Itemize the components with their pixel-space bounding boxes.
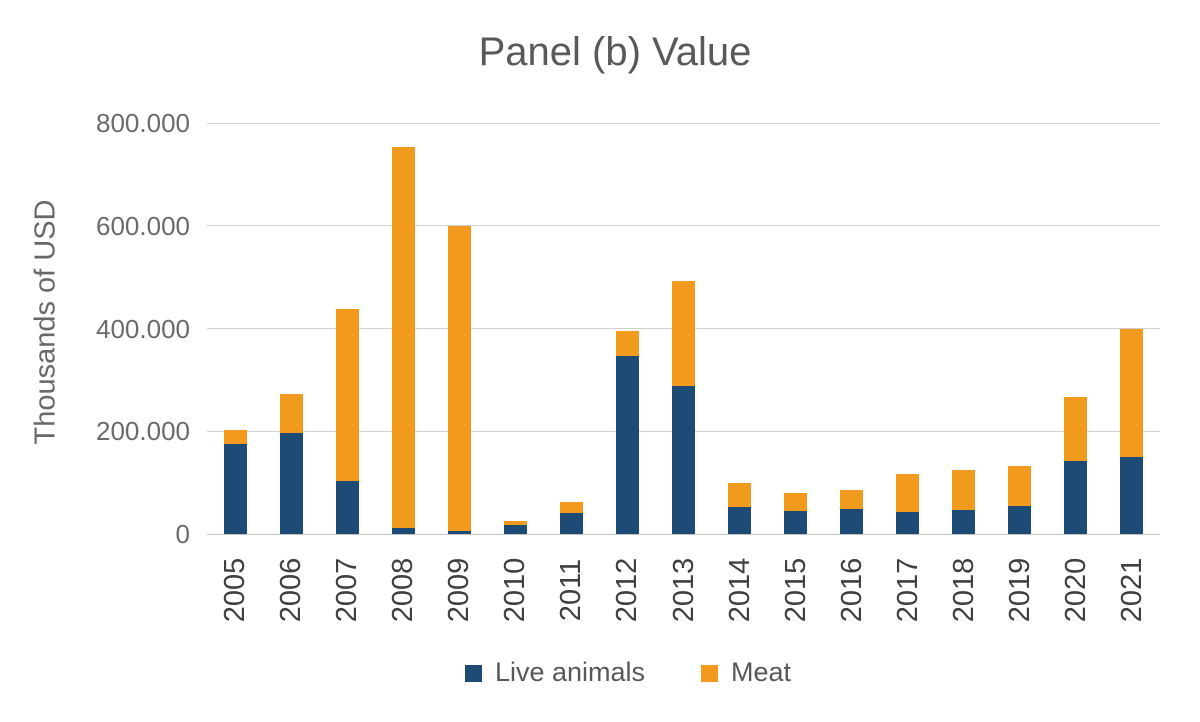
bar-2016	[840, 489, 864, 534]
bar-2015	[784, 492, 808, 534]
x-tick-2007: 2007	[331, 557, 364, 623]
legend: Live animals Meat	[0, 656, 1200, 688]
bar-2008-meat	[391, 146, 415, 528]
bar-2007-live-animals	[335, 480, 359, 534]
bar-2011-live-animals	[559, 512, 583, 534]
bar-2005	[223, 429, 247, 534]
x-tick-2018: 2018	[947, 557, 980, 623]
x-tick-2011: 2011	[555, 558, 588, 622]
bar-2019-live-animals	[1008, 505, 1032, 534]
y-tick-600.000: 600.000	[96, 210, 190, 241]
legend-label-live-animals: Live animals	[494, 657, 646, 687]
x-tick-2009: 2009	[443, 557, 476, 623]
bar-2016-live-animals	[840, 508, 864, 534]
chart-title: Panel (b) Value	[478, 30, 752, 74]
bar-2021-live-animals	[1120, 456, 1144, 534]
bar-2009-live-animals	[447, 531, 471, 534]
y-tick-200.000: 200.000	[96, 416, 190, 447]
bar-2012	[615, 331, 639, 534]
x-tick-2020: 2020	[1059, 557, 1092, 623]
bar-2021-meat	[1120, 328, 1144, 457]
bar-2016-meat	[840, 489, 864, 509]
bar-2007	[335, 308, 359, 534]
bar-2018-meat	[952, 470, 976, 511]
bar-2009-meat	[447, 225, 471, 532]
bar-2018	[952, 470, 976, 534]
bar-2017	[896, 474, 920, 534]
bar-2006	[279, 394, 303, 534]
bar-2008	[391, 146, 415, 534]
bar-2020	[1064, 397, 1088, 534]
gridline-600.000	[207, 225, 1160, 227]
bar-2018-live-animals	[952, 510, 976, 534]
y-tick-400.000: 400.000	[96, 313, 190, 344]
bar-2021	[1120, 328, 1144, 534]
bar-2017-live-animals	[896, 511, 920, 534]
bar-2010	[503, 520, 527, 534]
x-tick-2015: 2015	[779, 557, 812, 623]
x-tick-2008: 2008	[387, 557, 420, 623]
bar-2019	[1008, 466, 1032, 534]
bar-2014	[728, 482, 752, 534]
x-tick-2016: 2016	[835, 557, 868, 623]
bar-2015-live-animals	[784, 510, 808, 534]
bar-2013-live-animals	[672, 386, 695, 534]
bar-2010-meat	[503, 520, 527, 525]
bar-2012-live-animals	[615, 355, 639, 534]
live-animals-swatch-icon	[464, 664, 482, 682]
bar-2010-live-animals	[503, 524, 527, 534]
gridline-0	[207, 533, 1160, 535]
bar-2005-live-animals	[223, 444, 247, 534]
bar-2020-meat	[1064, 397, 1088, 462]
bar-2014-meat	[728, 482, 752, 508]
bar-2009	[447, 225, 471, 534]
bar-2006-meat	[279, 394, 303, 434]
x-tick-2010: 2010	[499, 557, 532, 623]
bar-2012-meat	[615, 331, 639, 356]
bar-2006-live-animals	[279, 433, 303, 534]
x-tick-2019: 2019	[1003, 557, 1036, 623]
x-tick-2013: 2013	[667, 557, 700, 623]
x-tick-2006: 2006	[275, 557, 308, 623]
bar-2015-meat	[784, 492, 808, 511]
x-tick-2005: 2005	[219, 557, 252, 623]
bar-2020-live-animals	[1064, 461, 1088, 534]
bar-2005-meat	[223, 429, 247, 445]
meat-swatch-icon	[701, 664, 719, 682]
bar-2008-live-animals	[391, 527, 415, 534]
legend-label-meat: Meat	[731, 657, 792, 687]
y-tick-0: 0	[175, 519, 190, 549]
bar-2014-live-animals	[728, 507, 752, 534]
bar-2013	[672, 280, 695, 534]
bar-2007-meat	[335, 308, 359, 481]
y-tick-800.000: 800.000	[96, 108, 190, 138]
x-tick-2012: 2012	[611, 557, 644, 623]
bar-2013-meat	[672, 280, 695, 387]
x-tick-2017: 2017	[891, 557, 924, 623]
x-tick-2021: 2021	[1115, 557, 1148, 623]
bar-2019-meat	[1008, 466, 1032, 506]
bar-2011	[559, 501, 583, 534]
bar-2011-meat	[559, 501, 583, 513]
gridline-800.000	[207, 122, 1160, 124]
legend-item-live-animals: Live animals	[464, 656, 646, 688]
x-tick-2014: 2014	[723, 557, 756, 623]
legend-item-meat: Meat	[701, 656, 791, 688]
bar-2017-meat	[896, 474, 920, 512]
